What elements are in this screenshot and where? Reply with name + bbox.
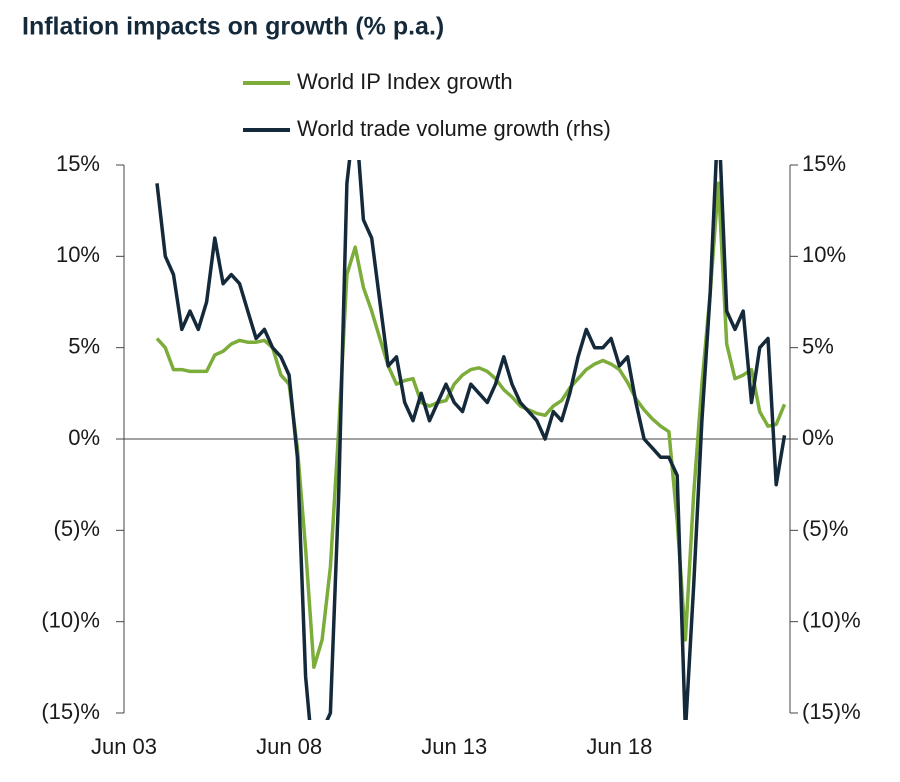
y2-tick-label: (15)% bbox=[802, 699, 861, 724]
y-tick-label: 10% bbox=[56, 242, 100, 267]
y2-tick-label: 15% bbox=[802, 151, 846, 176]
x-tick-label: Jun 03 bbox=[91, 734, 157, 759]
x-tick-label: Jun 08 bbox=[256, 734, 322, 759]
series-line bbox=[155, 160, 787, 720]
y-tick-label: (15)% bbox=[41, 699, 100, 724]
series-line bbox=[155, 181, 787, 670]
y2-tick-label: (10)% bbox=[802, 607, 861, 632]
y2-tick-label: 10% bbox=[802, 242, 846, 267]
y2-tick-label: 5% bbox=[802, 333, 834, 358]
y-tick-label: 5% bbox=[68, 333, 100, 358]
y2-tick-label: 0% bbox=[802, 425, 834, 450]
y2-tick-label: (5)% bbox=[802, 516, 848, 541]
legend-label: World trade volume growth (rhs) bbox=[297, 116, 611, 141]
y-tick-label: 0% bbox=[68, 425, 100, 450]
x-tick-label: Jun 18 bbox=[586, 734, 652, 759]
plot-area bbox=[155, 160, 787, 720]
y-tick-label: (5)% bbox=[54, 516, 100, 541]
y-tick-label: 15% bbox=[56, 151, 100, 176]
y-tick-label: (10)% bbox=[41, 607, 100, 632]
x-tick-label: Jun 13 bbox=[421, 734, 487, 759]
legend-label: World IP Index growth bbox=[297, 69, 513, 94]
chart-title: Inflation impacts on growth (% p.a.) bbox=[22, 13, 444, 41]
